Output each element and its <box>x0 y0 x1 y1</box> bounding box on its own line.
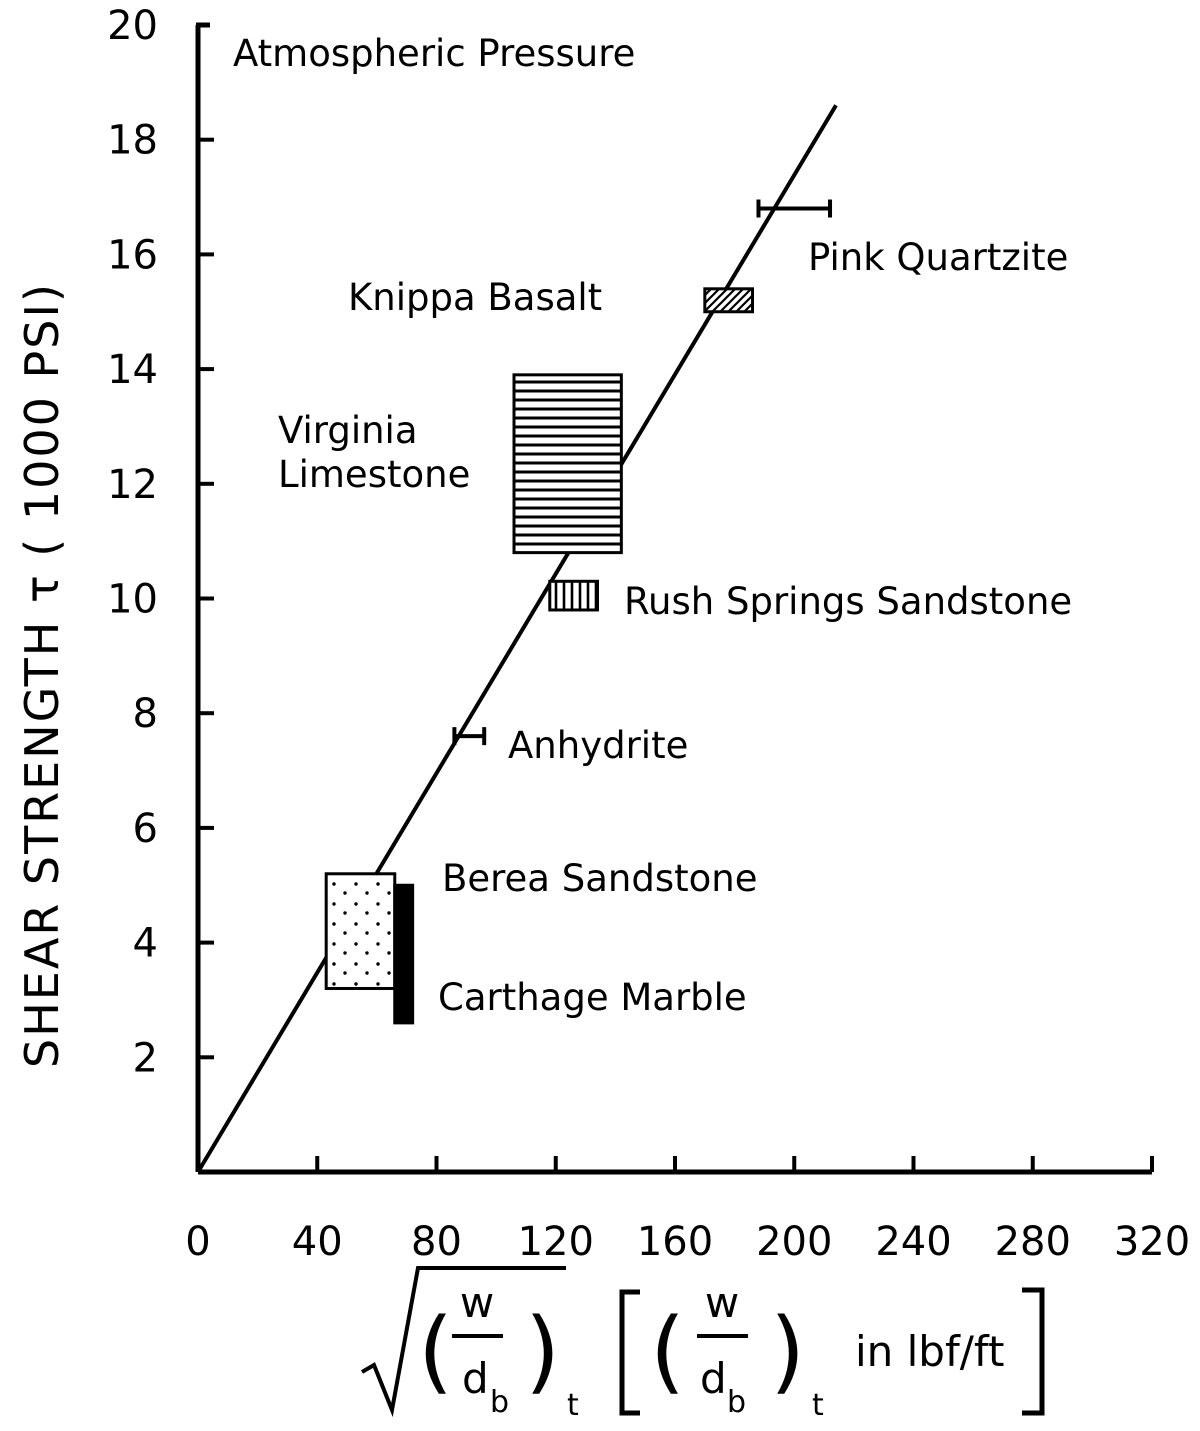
rock-label: Knippa Basalt <box>348 276 602 319</box>
data-box-berea-sandstone <box>324 872 397 990</box>
y-tick-label: 2 <box>133 1035 158 1081</box>
outer-sub-1: t <box>567 1388 579 1423</box>
right-bracket <box>1022 1287 1045 1416</box>
data-box-knippa-basalt <box>703 287 755 314</box>
x-tick-label: 80 <box>411 1219 462 1265</box>
right-paren-1: ) <box>525 1299 560 1404</box>
rock-label: Virginia <box>278 409 418 452</box>
x-tick-label: 40 <box>292 1219 343 1265</box>
frac-numerator-1: w <box>460 1278 494 1327</box>
y-tick-label: 4 <box>133 921 158 967</box>
x-tick-label: 240 <box>875 1219 951 1265</box>
outer-sub-2: t <box>812 1388 824 1423</box>
y-tick-label: 8 <box>133 691 158 737</box>
rock-labels: Pink Quartzite Knippa Basalt VirginiaLimes… <box>278 236 1072 1019</box>
errorbar-anhydrite <box>452 727 487 746</box>
x-tick-label: 320 <box>1114 1219 1190 1265</box>
y-tick-label: 12 <box>107 462 158 508</box>
y-tick-label: 18 <box>107 118 158 164</box>
rock-label: Carthage Marble <box>438 976 747 1019</box>
frac-denominator-1: d <box>462 1354 489 1403</box>
right-paren-2: ) <box>770 1299 805 1404</box>
units-text: in lbf/ft <box>855 1327 1004 1376</box>
top-annotation: Atmospheric Pressure <box>233 32 635 75</box>
data-box-rush-springs-sandstone <box>548 579 599 612</box>
x-tick-label: 120 <box>518 1219 594 1265</box>
x-tick-label: 0 <box>185 1219 210 1265</box>
x-tick-label: 200 <box>756 1219 832 1265</box>
y-tick-label: 16 <box>107 232 158 278</box>
rock-label: Limestone <box>278 453 470 496</box>
y-tick-label: 14 <box>107 347 158 393</box>
data-marks <box>196 104 838 1174</box>
frac-numerator-2: w <box>705 1278 739 1327</box>
x-tick-label: 160 <box>637 1219 713 1265</box>
frac-denominator-sub-1: b <box>490 1385 509 1420</box>
y-tick-label: 6 <box>133 806 158 852</box>
y-tick-label: 20 <box>107 3 158 49</box>
fit-line <box>196 104 838 1174</box>
y-ticks: 2 4 6 8 10 12 14 16 18 20 <box>107 3 214 1081</box>
left-paren-1: ( <box>418 1299 453 1404</box>
data-box-carthage-marble <box>393 883 415 1025</box>
data-box-virginia-limestone <box>512 373 623 555</box>
frac-denominator-2: d <box>700 1354 727 1403</box>
left-paren-2: ( <box>650 1299 685 1404</box>
frac-denominator-sub-2: b <box>727 1385 746 1420</box>
left-bracket <box>619 1289 640 1416</box>
rock-label: Berea Sandstone <box>442 857 757 900</box>
x-ticks: 0 40 80 120 160 200 240 280 320 <box>185 1156 1190 1265</box>
y-axis-label: SHEAR STRENGTH τ ( 1000 PSI) <box>15 282 69 1068</box>
rock-label: Pink Quartzite <box>808 236 1068 279</box>
rock-label: Rush Springs Sandstone <box>624 580 1072 623</box>
x-tick-label: 280 <box>995 1219 1071 1265</box>
sqrt-symbol <box>360 1266 566 1418</box>
rock-label: Anhydrite <box>508 724 688 767</box>
x-axis-label: ( w d b ) t ( w d b ) t in lbf/ft <box>360 1266 1045 1423</box>
errorbar-pink-quartzite <box>756 199 833 218</box>
y-tick-label: 10 <box>107 577 158 623</box>
